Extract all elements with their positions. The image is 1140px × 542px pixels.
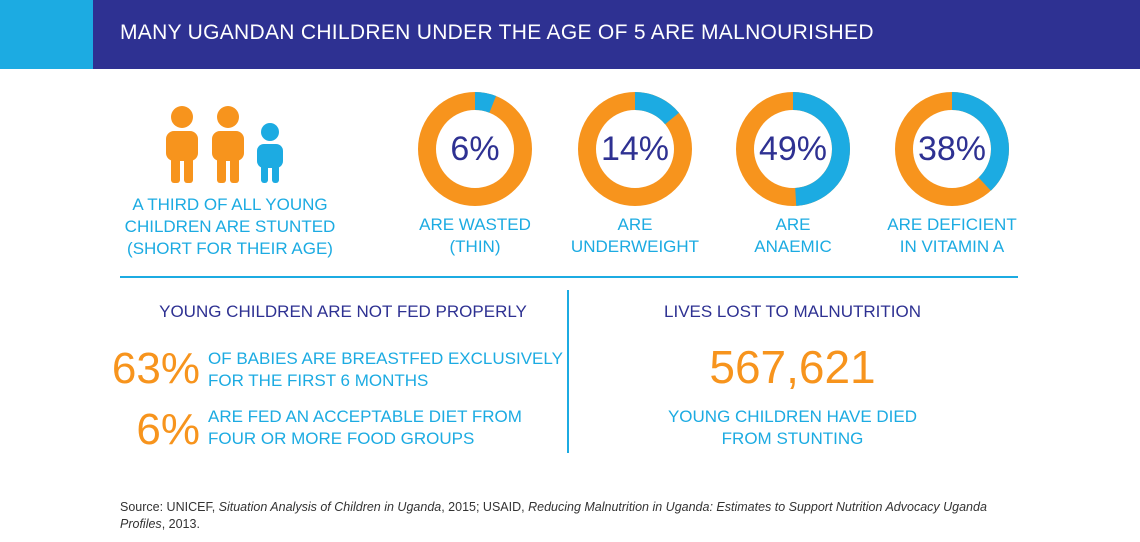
lives-lost-caption-line-2: FROM STUNTING	[721, 429, 864, 448]
stunted-caption-line-3: (SHORT FOR THEIR AGE)	[127, 239, 333, 258]
children-icon	[166, 106, 283, 183]
child-figure-stunted	[257, 123, 283, 183]
diet-text-line-1: ARE FED AN ACCEPTABLE DIET FROM	[208, 407, 522, 426]
header-accent	[0, 0, 93, 69]
donut-caption-1-line-1: ARE WASTED	[419, 215, 531, 234]
donut-caption-4-line-2: IN VITAMIN A	[899, 237, 1005, 256]
lives-lost-caption: YOUNG CHILDREN HAVE DIED FROM STUNTING	[620, 406, 965, 450]
donut-segment-1	[418, 92, 532, 206]
donut-caption-1: ARE WASTED (THIN)	[395, 214, 555, 258]
donut-chart-4	[895, 92, 1009, 206]
donut-caption-2: ARE UNDERWEIGHT	[555, 214, 715, 258]
donut-caption-2-line-1: ARE	[617, 215, 653, 234]
child-figure-1	[166, 106, 198, 183]
lives-lost-number: 567,621	[709, 341, 876, 393]
diet-text-line-2: FOUR OR MORE FOOD GROUPS	[208, 429, 475, 448]
source-mid: , 2015; USAID,	[441, 500, 529, 514]
donut-caption-3-line-2: ANAEMIC	[754, 237, 832, 256]
stunted-caption-line-1: A THIRD OF ALL YOUNG	[132, 195, 328, 214]
lives-lost-caption-line-1: YOUNG CHILDREN HAVE DIED	[667, 407, 918, 426]
child-figure-2	[212, 106, 244, 183]
feeding-section-title: YOUNG CHILDREN ARE NOT FED PROPERLY	[159, 302, 527, 321]
page-title: MANY UGANDAN CHILDREN UNDER THE AGE OF 5…	[120, 21, 874, 44]
source-citation: Source: UNICEF, Situation Analysis of Ch…	[120, 499, 1020, 533]
breastfed-text-line-1: OF BABIES ARE BREASTFED EXCLUSIVELY	[208, 349, 563, 368]
horizontal-divider	[120, 276, 1018, 278]
header-banner: MANY UGANDAN CHILDREN UNDER THE AGE OF 5…	[0, 0, 1140, 69]
lives-section-title: LIVES LOST TO MALNUTRITION	[664, 302, 921, 321]
source-title-1: Situation Analysis of Children in Uganda	[218, 500, 442, 514]
breastfed-percent: 63%	[111, 344, 200, 393]
diet-percent: 6%	[136, 405, 200, 454]
diet-text: ARE FED AN ACCEPTABLE DIET FROM FOUR OR …	[208, 406, 522, 450]
donut-caption-4-line-1: ARE DEFICIENT	[887, 215, 1017, 234]
donut-caption-2-line-2: UNDERWEIGHT	[570, 237, 700, 256]
header-bar	[93, 0, 1140, 69]
source-suffix: , 2013.	[161, 517, 200, 531]
donut-chart-2	[578, 92, 692, 206]
donut-segment-2	[578, 92, 692, 206]
vertical-divider	[567, 290, 569, 453]
source-title-2: Reducing Malnutrition in Uganda: Estimat…	[120, 500, 987, 531]
donut-chart-1	[418, 92, 532, 206]
donut-caption-3-line-1: ARE	[775, 215, 811, 234]
donut-segment-4	[895, 92, 1009, 206]
donut-caption-3: ARE ANAEMIC	[713, 214, 873, 258]
stunted-caption: A THIRD OF ALL YOUNG CHILDREN ARE STUNTE…	[110, 194, 350, 260]
donut-caption-1-line-2: (THIN)	[449, 237, 501, 256]
breastfed-text: OF BABIES ARE BREASTFED EXCLUSIVELY FOR …	[208, 348, 563, 392]
source-prefix: Source: UNICEF,	[120, 500, 219, 514]
donut-segment-3	[736, 92, 850, 206]
donut-remainder-1	[418, 92, 532, 206]
donut-chart-3	[736, 92, 850, 206]
stunted-caption-line-2: CHILDREN ARE STUNTED	[124, 217, 336, 236]
breastfed-text-line-2: FOR THE FIRST 6 MONTHS	[208, 371, 429, 390]
donut-caption-4: ARE DEFICIENT IN VITAMIN A	[872, 214, 1032, 258]
